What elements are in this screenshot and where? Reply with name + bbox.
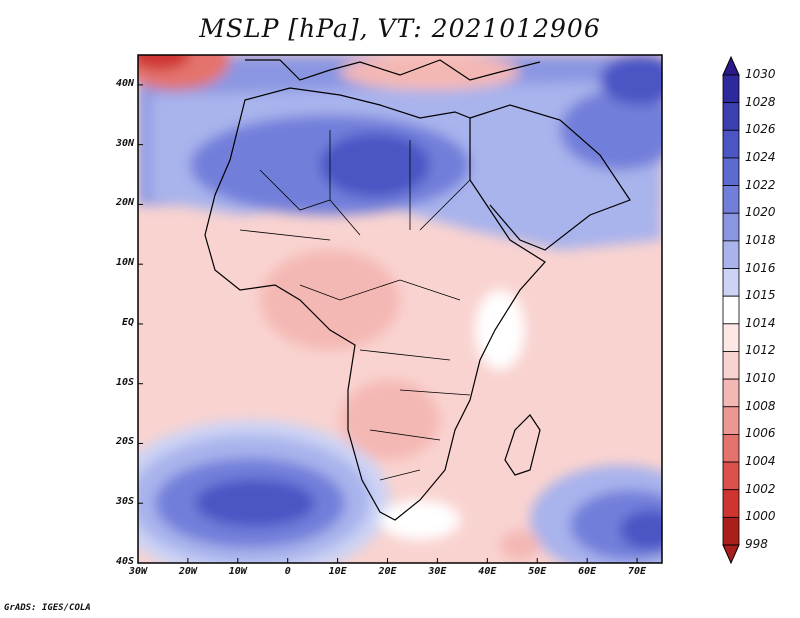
colorbar-band bbox=[722, 185, 740, 214]
colorbar-band bbox=[722, 240, 740, 269]
lat-label: EQ bbox=[121, 316, 134, 328]
lat-label: 30N bbox=[115, 137, 134, 149]
lon-label: 50E bbox=[528, 566, 547, 577]
europe-coastline bbox=[245, 59, 541, 81]
colorbar-min-arrow bbox=[722, 544, 740, 565]
colorbar-band bbox=[722, 516, 740, 546]
colorbar-label: 1015 bbox=[745, 288, 776, 303]
colorbar-band bbox=[722, 102, 740, 131]
axis-ticks bbox=[137, 84, 638, 564]
colorbar-band bbox=[722, 378, 740, 408]
colorbar-band bbox=[722, 406, 740, 435]
lon-label: 0 bbox=[284, 566, 291, 577]
plot-frame bbox=[137, 54, 663, 564]
colorbar-label: 1002 bbox=[745, 481, 776, 496]
lat-label: 20S bbox=[115, 436, 134, 448]
madagascar-coastline bbox=[504, 414, 541, 476]
colorbar-label: 1026 bbox=[745, 122, 776, 137]
colorbar-label: 1022 bbox=[745, 177, 776, 192]
credit-text: GrADS: IGES/COLA bbox=[4, 603, 91, 613]
colorbar-max-arrow bbox=[722, 55, 740, 76]
lon-label: 60E bbox=[578, 566, 597, 577]
country-borders bbox=[239, 130, 471, 481]
colorbar-band bbox=[722, 295, 740, 325]
lat-label: 40N bbox=[115, 77, 134, 89]
colorbar-label: 1006 bbox=[745, 426, 776, 441]
colorbar-label: 1004 bbox=[745, 454, 776, 469]
lon-label: 30E bbox=[428, 566, 447, 577]
colorbar bbox=[722, 55, 740, 565]
colorbar-band bbox=[722, 323, 740, 352]
colorbar-label: 1030 bbox=[745, 67, 776, 81]
colorbar-band bbox=[722, 74, 740, 104]
lat-label: 30S bbox=[115, 496, 134, 508]
lon-label: 30W bbox=[128, 566, 148, 577]
colorbar-band bbox=[722, 489, 740, 518]
colorbar-band bbox=[722, 268, 740, 297]
lon-label: 70E bbox=[628, 566, 647, 577]
arabian-coastline bbox=[469, 104, 631, 251]
colorbar-label: 1008 bbox=[745, 398, 776, 413]
colorbar-label: 1010 bbox=[745, 371, 776, 386]
lon-label: 40E bbox=[478, 566, 497, 577]
africa-coastline bbox=[204, 87, 546, 521]
colorbar-band bbox=[722, 129, 740, 159]
lon-label: 20E bbox=[378, 566, 397, 577]
colorbar-label: 1028 bbox=[745, 94, 776, 109]
lat-label: 10S bbox=[115, 376, 134, 388]
lat-label: 20N bbox=[115, 197, 134, 209]
coastlines bbox=[204, 59, 631, 521]
colorbar-label: 1012 bbox=[745, 343, 776, 358]
colorbar-label: 1014 bbox=[745, 315, 776, 330]
colorbar-label: 998 bbox=[745, 537, 768, 551]
colorbar-band bbox=[722, 212, 740, 242]
lon-label: 20W bbox=[178, 566, 197, 577]
lat-label: 40S bbox=[115, 556, 134, 567]
map-title: MSLP [hPa], VT: 2021012906 bbox=[199, 14, 601, 43]
colorbar-band bbox=[722, 351, 740, 380]
colorbar-band bbox=[722, 461, 740, 491]
lon-label: 10W bbox=[228, 566, 247, 577]
pressure-field bbox=[138, 55, 662, 563]
colorbar-label: 1016 bbox=[745, 260, 776, 275]
colorbar-band bbox=[722, 434, 740, 463]
colorbar-label: 1018 bbox=[745, 232, 776, 247]
colorbar-label: 1024 bbox=[745, 149, 776, 164]
lon-label: 10E bbox=[328, 566, 347, 577]
colorbar-band bbox=[722, 157, 740, 186]
colorbar-label: 1020 bbox=[745, 205, 776, 220]
lat-label: 10N bbox=[115, 257, 134, 269]
colorbar-label: 1000 bbox=[745, 509, 776, 524]
